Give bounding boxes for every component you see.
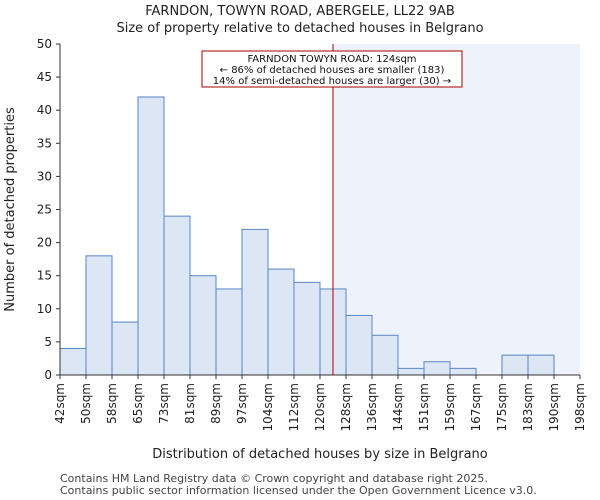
- annotation-line-3: 14% of semi-detached houses are larger (…: [213, 76, 451, 87]
- x-tick-label: 42sqm: [53, 383, 67, 424]
- x-tick-label: 104sqm: [261, 383, 275, 431]
- y-tick-label: 40: [37, 103, 52, 117]
- y-tick-label: 0: [44, 368, 52, 382]
- bar-81sqm: [189, 275, 217, 376]
- bar-89sqm: [215, 288, 243, 376]
- x-tick-label: 175sqm: [495, 383, 509, 431]
- x-tick-label: 128sqm: [339, 383, 353, 431]
- y-tick-label: 45: [37, 70, 52, 84]
- y-tick-label: 30: [37, 169, 52, 183]
- footer-line-2: Contains public sector information licen…: [60, 484, 537, 497]
- y-tick-label: 10: [37, 302, 52, 316]
- bar-128sqm: [345, 314, 373, 376]
- bar-144sqm: [397, 367, 425, 376]
- annotation-box: FARNDON TOWYN ROAD: 124sqm ← 86% of deta…: [201, 50, 463, 88]
- x-tick-label: 120sqm: [313, 383, 327, 431]
- y-tick-label: 5: [44, 335, 52, 349]
- y-tick-label: 35: [37, 136, 52, 150]
- x-tick-label: 151sqm: [417, 383, 431, 431]
- x-tick-label: 112sqm: [287, 383, 301, 431]
- bar-65sqm: [137, 96, 165, 376]
- bar-73sqm: [163, 215, 191, 376]
- bar-58sqm: [111, 321, 139, 376]
- bar-112sqm: [293, 281, 321, 376]
- y-tick-label: 25: [37, 203, 52, 217]
- x-tick-label: 89sqm: [209, 383, 223, 424]
- x-tick-label: 81sqm: [183, 383, 197, 424]
- annotation-line-2: ← 86% of detached houses are smaller (18…: [220, 65, 445, 76]
- y-tick-label: 20: [37, 236, 52, 250]
- x-tick-label: 65sqm: [131, 383, 145, 424]
- footer-line-1: Contains HM Land Registry data © Crown c…: [60, 472, 488, 485]
- bar-183sqm: [527, 354, 555, 376]
- bar-136sqm: [371, 334, 399, 376]
- larger-region-highlight: [333, 44, 580, 375]
- bar-50sqm: [85, 255, 113, 376]
- x-tick-label: 190sqm: [547, 383, 561, 431]
- x-tick-label: 97sqm: [235, 383, 249, 424]
- annotation-border: [201, 50, 463, 88]
- annotation-line-1: FARNDON TOWYN ROAD: 124sqm: [247, 54, 416, 65]
- y-axis-label: Number of detached properties: [3, 107, 18, 312]
- x-tick-label: 167sqm: [469, 383, 483, 431]
- bar-97sqm: [241, 228, 269, 376]
- x-tick-label: 198sqm: [573, 383, 587, 431]
- bar-42sqm: [59, 348, 87, 376]
- x-tick-label: 50sqm: [79, 383, 93, 424]
- y-tick-label: 50: [37, 37, 52, 51]
- chart-title: FARNDON, TOWYN ROAD, ABERGELE, LL22 9AB: [145, 4, 455, 19]
- x-tick-label: 183sqm: [521, 383, 535, 431]
- bar-159sqm: [449, 367, 477, 376]
- x-tick-label: 136sqm: [365, 383, 379, 431]
- x-axis-label: Distribution of detached houses by size …: [152, 447, 488, 462]
- y-tick-label: 15: [37, 269, 52, 283]
- x-tick-label: 159sqm: [443, 383, 457, 431]
- x-tick-label: 73sqm: [157, 383, 171, 424]
- bar-104sqm: [267, 268, 295, 376]
- bar-175sqm: [501, 354, 529, 376]
- chart-subtitle: Size of property relative to detached ho…: [116, 21, 484, 36]
- x-tick-label: 144sqm: [391, 383, 405, 431]
- bar-151sqm: [423, 361, 451, 376]
- x-tick-label: 58sqm: [105, 383, 119, 424]
